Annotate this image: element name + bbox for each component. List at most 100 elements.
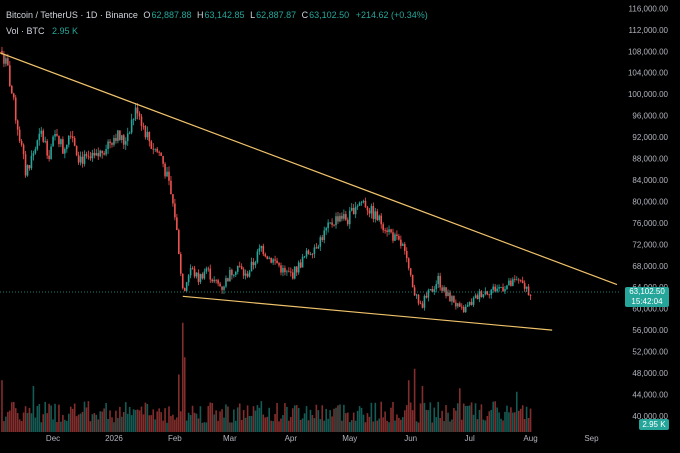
- candle-body: [388, 229, 390, 233]
- candle-body: [262, 245, 265, 255]
- candle-body: [111, 143, 113, 145]
- candle-body: [7, 58, 9, 66]
- volume-bar: [508, 412, 510, 432]
- volume-bar: [22, 412, 25, 432]
- candle-body: [486, 291, 489, 295]
- volume-bar: [502, 420, 504, 432]
- candle-body: [234, 271, 237, 275]
- price-tick-label: 48,000.00: [632, 369, 668, 378]
- volume-bar: [321, 405, 324, 432]
- candle-body: [258, 248, 261, 252]
- volume-bar: [191, 405, 194, 432]
- candle-body: [213, 279, 215, 282]
- volume-bar: [225, 404, 227, 432]
- volume-bar: [91, 414, 94, 432]
- candle-body: [132, 119, 135, 121]
- candle-body: [470, 301, 473, 305]
- volume-bar: [274, 413, 276, 432]
- volume-bar: [376, 420, 379, 432]
- candle-body: [286, 271, 288, 273]
- volume-bar: [254, 410, 257, 432]
- volume-label[interactable]: Vol · BTC: [6, 26, 45, 36]
- candle-body: [488, 294, 491, 296]
- open-value: 62,887.88: [151, 10, 192, 20]
- candle-body: [354, 206, 357, 215]
- candle-body: [295, 266, 298, 273]
- volume-bar: [480, 404, 483, 432]
- candle-body: [370, 206, 373, 214]
- candle-body: [225, 278, 227, 287]
- volume-bar: [172, 414, 174, 432]
- candle-body: [156, 148, 158, 152]
- candle-body: [42, 130, 45, 142]
- volume-bar: [81, 411, 84, 432]
- volume-bar: [514, 412, 516, 432]
- volume-bar: [179, 411, 182, 432]
- volume-bar: [358, 406, 361, 432]
- candle-body: [303, 256, 306, 258]
- volume-bar: [374, 402, 377, 432]
- symbol-title[interactable]: Bitcoin / TetherUS · 1D · Binance: [6, 10, 138, 20]
- candle-body: [130, 119, 133, 133]
- volume-bar: [457, 403, 459, 432]
- volume-bar: [26, 412, 29, 432]
- candles: [1, 46, 532, 314]
- candle-body: [394, 234, 396, 241]
- price-tick-label: 60,000.00: [632, 305, 668, 314]
- candle-body: [341, 215, 343, 219]
- volume-bar: [282, 415, 284, 432]
- price-tick-label: 80,000.00: [632, 197, 668, 206]
- volume-bar: [309, 409, 312, 432]
- volume-bar: [187, 412, 190, 432]
- candle-body: [517, 279, 520, 281]
- candle-body: [148, 131, 151, 142]
- candle-body: [58, 135, 60, 145]
- volume-bar: [77, 414, 80, 432]
- volume-bar: [517, 410, 520, 432]
- candle-body: [183, 288, 186, 291]
- candle-body: [494, 286, 496, 292]
- volume-bar: [24, 406, 27, 432]
- volume-bar: [162, 420, 164, 432]
- candle-body: [527, 286, 530, 296]
- volume-bar: [199, 406, 202, 432]
- volume-bar: [291, 408, 294, 432]
- candle-body: [405, 250, 408, 259]
- volume-bar: [441, 410, 443, 432]
- volume-bar: [252, 406, 255, 432]
- volume-bar: [506, 405, 508, 432]
- volume-bar: [464, 405, 467, 432]
- volume-bar: [101, 411, 103, 432]
- volume-bar: [48, 403, 50, 432]
- candle-body: [419, 303, 422, 305]
- volume-bar: [111, 417, 113, 432]
- price-tick-label: 96,000.00: [632, 112, 668, 121]
- volume-bar: [89, 421, 92, 432]
- candle-body: [496, 288, 498, 292]
- volume-bar: [7, 411, 9, 432]
- volume-bar: [209, 402, 212, 432]
- volume-bar: [460, 419, 463, 432]
- candle-body: [525, 286, 528, 289]
- candle-body: [333, 224, 335, 226]
- candle-body: [66, 144, 68, 150]
- volume-row: Vol · BTC 2.95 K: [6, 24, 428, 38]
- candle-body: [421, 303, 424, 308]
- candle-body: [164, 163, 166, 177]
- volume-bar: [400, 419, 402, 432]
- candle-body: [178, 230, 180, 254]
- candle-body: [115, 137, 117, 141]
- volume-bar: [305, 406, 308, 432]
- volume-bar: [437, 401, 439, 432]
- candle-body: [346, 219, 349, 225]
- candle-body: [415, 294, 418, 296]
- volume-bar: [262, 414, 265, 432]
- volume-bar: [18, 419, 21, 432]
- candle-body: [60, 139, 62, 145]
- volume-bar: [140, 406, 143, 432]
- candle-body: [209, 268, 212, 280]
- candle-body: [445, 287, 447, 297]
- last-volume-tag: 2.95 K: [639, 419, 669, 430]
